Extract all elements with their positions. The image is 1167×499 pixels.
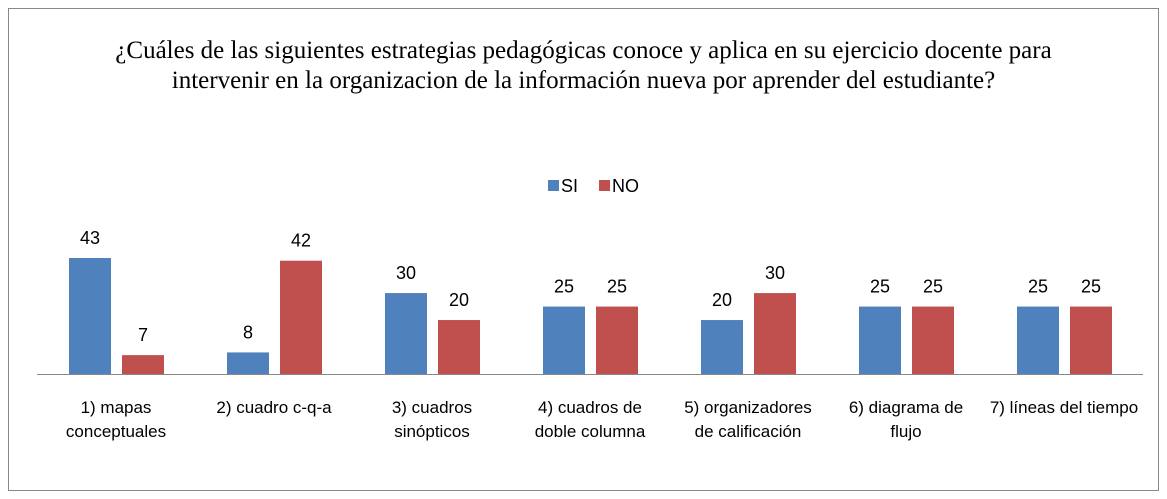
legend-label: SI [561, 176, 578, 196]
x-tick-label: 1) mapas conceptuales [65, 398, 167, 441]
data-label: 30 [396, 263, 416, 283]
data-label: 20 [449, 290, 469, 310]
bar [912, 306, 954, 374]
data-label: 25 [870, 277, 890, 297]
bar [385, 293, 427, 374]
data-label: 25 [607, 277, 627, 297]
data-label: 30 [765, 263, 785, 283]
bar [438, 320, 480, 374]
bar [754, 293, 796, 374]
chart-title: ¿Cuáles de las siguientes estrategias pe… [115, 37, 1052, 94]
data-label: 25 [1028, 277, 1048, 297]
data-label: 7 [138, 325, 148, 345]
bar [701, 320, 743, 374]
chart-border [8, 8, 1159, 491]
bar [227, 352, 269, 374]
data-label: 42 [291, 231, 311, 251]
bar [280, 260, 322, 374]
x-tick-label: 6) diagrama de flujo [848, 398, 964, 441]
x-tick-label: 3) cuadros sinópticos [391, 398, 473, 441]
bar [543, 306, 585, 374]
data-label: 25 [554, 277, 574, 297]
data-label: 8 [243, 322, 253, 342]
data-label: 25 [1081, 277, 1101, 297]
data-label: 20 [712, 290, 732, 310]
bar [122, 355, 164, 374]
bar [596, 306, 638, 374]
x-tick-label: 7) líneas del tiempo [989, 398, 1139, 417]
bar [1017, 306, 1059, 374]
x-tick-label: 2) cuadro c-q-a [216, 398, 332, 417]
data-label: 25 [923, 277, 943, 297]
bar [1070, 306, 1112, 374]
bar [69, 258, 111, 374]
x-tick-label: 4) cuadros de doble columna [534, 398, 646, 441]
data-label: 43 [80, 228, 100, 248]
bar [859, 306, 901, 374]
legend-swatch [548, 180, 559, 191]
legend-label: NO [612, 176, 639, 196]
x-tick-label: 5) organizadores de calificación [684, 398, 812, 441]
legend-swatch [599, 180, 611, 191]
